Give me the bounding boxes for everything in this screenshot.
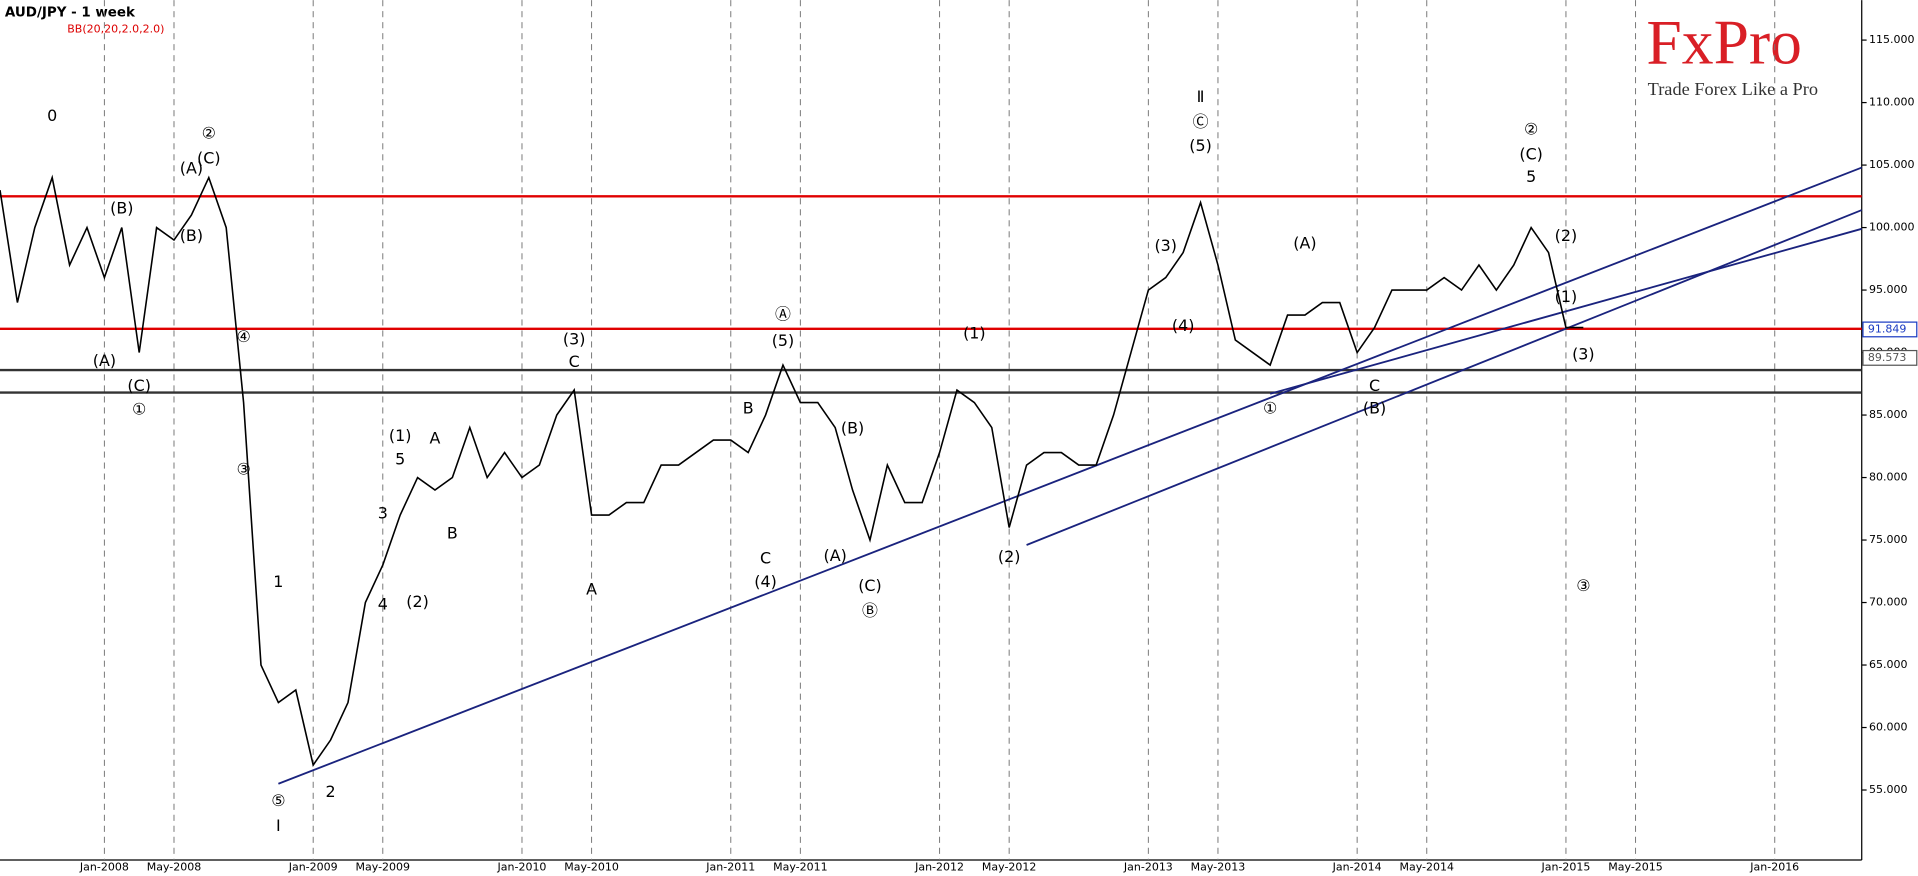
y-tick-label: 115.000 — [1869, 33, 1915, 46]
price-label-box — [1862, 321, 1918, 338]
wave-label: (C) — [858, 576, 882, 595]
y-tick-label: 95.000 — [1869, 283, 1908, 296]
wave-label: (4) — [754, 572, 777, 591]
y-tick-label: 65.000 — [1869, 658, 1908, 671]
price-label-box — [1862, 349, 1918, 366]
y-tick-label: 75.000 — [1869, 533, 1908, 546]
wave-label: ① — [132, 400, 146, 419]
indicator-label: BB(20,20,2.0,2.0) — [67, 22, 164, 35]
wave-label: C — [1369, 376, 1380, 395]
wave-label: C — [760, 548, 771, 567]
wave-label: A — [430, 428, 441, 447]
wave-label: ③ — [236, 460, 250, 479]
y-tick-label: 70.000 — [1869, 596, 1908, 609]
x-tick-label: May-2011 — [773, 860, 828, 873]
chart-title: AUD/JPY - 1 week — [5, 5, 136, 20]
wave-label: Ⓑ — [862, 601, 878, 620]
wave-label: ② — [202, 123, 216, 142]
wave-label: (1) — [963, 323, 986, 342]
trend-line — [278, 166, 1863, 785]
price-label: 91.849 — [1868, 322, 1907, 335]
x-tick-label: May-2008 — [147, 860, 202, 873]
wave-label: ① — [1263, 398, 1277, 417]
wave-label: 5 — [1526, 167, 1536, 186]
wave-label: (5) — [772, 331, 795, 350]
wave-label: B — [447, 523, 458, 542]
wave-label: (1) — [1555, 287, 1578, 306]
wave-label: (A) — [93, 351, 116, 370]
wave-label: (B) — [180, 226, 203, 245]
trend-line — [1269, 227, 1862, 395]
x-tick-label: Jan-2011 — [705, 860, 755, 873]
wave-label: ③ — [1576, 576, 1590, 595]
wave-label: (B) — [110, 198, 133, 217]
x-tick-label: Jan-2010 — [497, 860, 547, 873]
wave-label: (B) — [1363, 398, 1386, 417]
x-tick-label: May-2013 — [1191, 860, 1246, 873]
wave-label: (3) — [1154, 236, 1177, 255]
wave-label: (2) — [406, 592, 429, 611]
price-line — [0, 174, 1584, 767]
wave-label: 1 — [273, 572, 283, 591]
wave-label: (3) — [563, 330, 586, 349]
x-tick-label: May-2015 — [1608, 860, 1663, 873]
wave-label: Ⓒ — [1193, 112, 1209, 131]
wave-label: C — [569, 352, 580, 371]
wave-label: ⑤ — [271, 791, 285, 810]
logo-brand: FxPro — [1646, 7, 1802, 78]
x-tick-label: Jan-2014 — [1332, 860, 1382, 873]
y-tick-label: 80.000 — [1869, 471, 1908, 484]
trend-line — [1026, 209, 1863, 546]
price-label: 89.573 — [1868, 351, 1907, 364]
y-tick-label: 55.000 — [1869, 783, 1908, 796]
wave-label: (1) — [389, 426, 412, 445]
wave-label: Ⅱ — [1197, 87, 1205, 106]
x-tick-label: Jan-2013 — [1123, 860, 1173, 873]
wave-label: 0 — [47, 106, 57, 125]
wave-label: (4) — [1172, 316, 1195, 335]
x-tick-label: May-2009 — [356, 860, 411, 873]
wave-label: (5) — [1189, 136, 1212, 155]
x-tick-label: Jan-2012 — [914, 860, 964, 873]
x-tick-label: Jan-2016 — [1749, 860, 1799, 873]
wave-label: 5 — [395, 450, 405, 469]
wave-label: ④ — [236, 327, 250, 346]
x-tick-label: May-2010 — [564, 860, 619, 873]
wave-label: 3 — [378, 503, 388, 522]
y-tick-label: 105.000 — [1869, 158, 1915, 171]
wave-label: (C) — [127, 376, 151, 395]
x-tick-label: Jan-2015 — [1540, 860, 1590, 873]
wave-label: (B) — [841, 418, 864, 437]
wave-label: (3) — [1572, 345, 1595, 364]
wave-label: (2) — [998, 547, 1021, 566]
wave-label: 4 — [378, 595, 388, 614]
wave-label: I — [276, 816, 281, 835]
x-tick-label: Jan-2009 — [288, 860, 338, 873]
wave-label: (C) — [1519, 145, 1543, 164]
wave-label: B — [743, 398, 754, 417]
wave-label: (A) — [824, 546, 847, 565]
wave-label: Ⓐ — [775, 305, 791, 324]
x-tick-label: May-2012 — [982, 860, 1037, 873]
wave-label: ② — [1524, 120, 1538, 139]
y-tick-label: 85.000 — [1869, 408, 1908, 421]
wave-label: 2 — [326, 782, 336, 801]
x-tick-label: May-2014 — [1399, 860, 1454, 873]
y-tick-label: 110.000 — [1869, 96, 1915, 109]
wave-label: (A) — [1293, 233, 1316, 252]
wave-label: (2) — [1555, 226, 1578, 245]
wave-label: (C) — [197, 148, 221, 167]
logo-tagline: Trade Forex Like a Pro — [1648, 79, 1818, 99]
wave-label: (A) — [180, 158, 203, 177]
wave-label: A — [586, 580, 597, 599]
y-tick-label: 60.000 — [1869, 721, 1908, 734]
y-tick-label: 100.000 — [1869, 221, 1915, 234]
x-tick-label: Jan-2008 — [79, 860, 129, 873]
